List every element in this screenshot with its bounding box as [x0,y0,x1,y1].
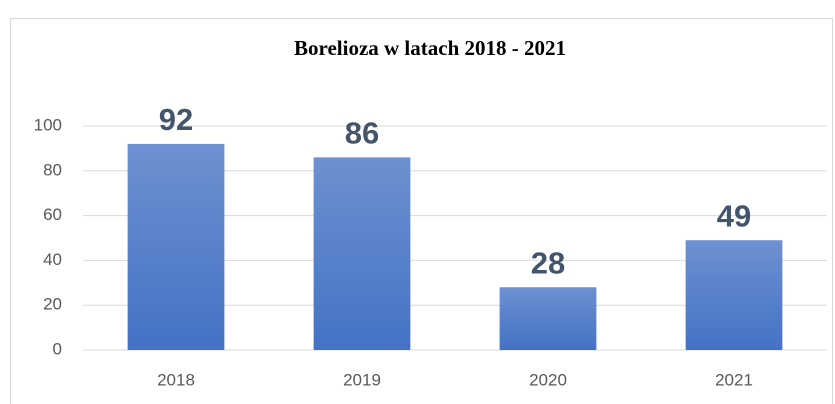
y-tick-label: 0 [53,339,62,358]
value-label: 92 [159,102,193,137]
bar-shade [127,143,225,350]
bar-shade [313,157,411,350]
x-tick-label: 2019 [343,370,381,389]
x-tick-label: 2018 [157,370,195,389]
y-tick-label: 100 [34,115,62,134]
bar-shade [685,240,783,350]
y-tick-label: 80 [43,160,62,179]
bar-shade [499,287,597,350]
y-tick-label: 60 [43,205,62,224]
chart-title: Borelioza w latach 2018 - 2021 [294,36,566,60]
value-label: 49 [717,198,751,233]
x-tick-label: 2020 [529,370,567,389]
value-label: 28 [531,245,565,280]
x-tick-label: 2021 [715,370,753,389]
y-tick-label: 40 [43,250,62,269]
y-tick-label: 20 [43,295,62,314]
value-label: 86 [345,116,379,151]
